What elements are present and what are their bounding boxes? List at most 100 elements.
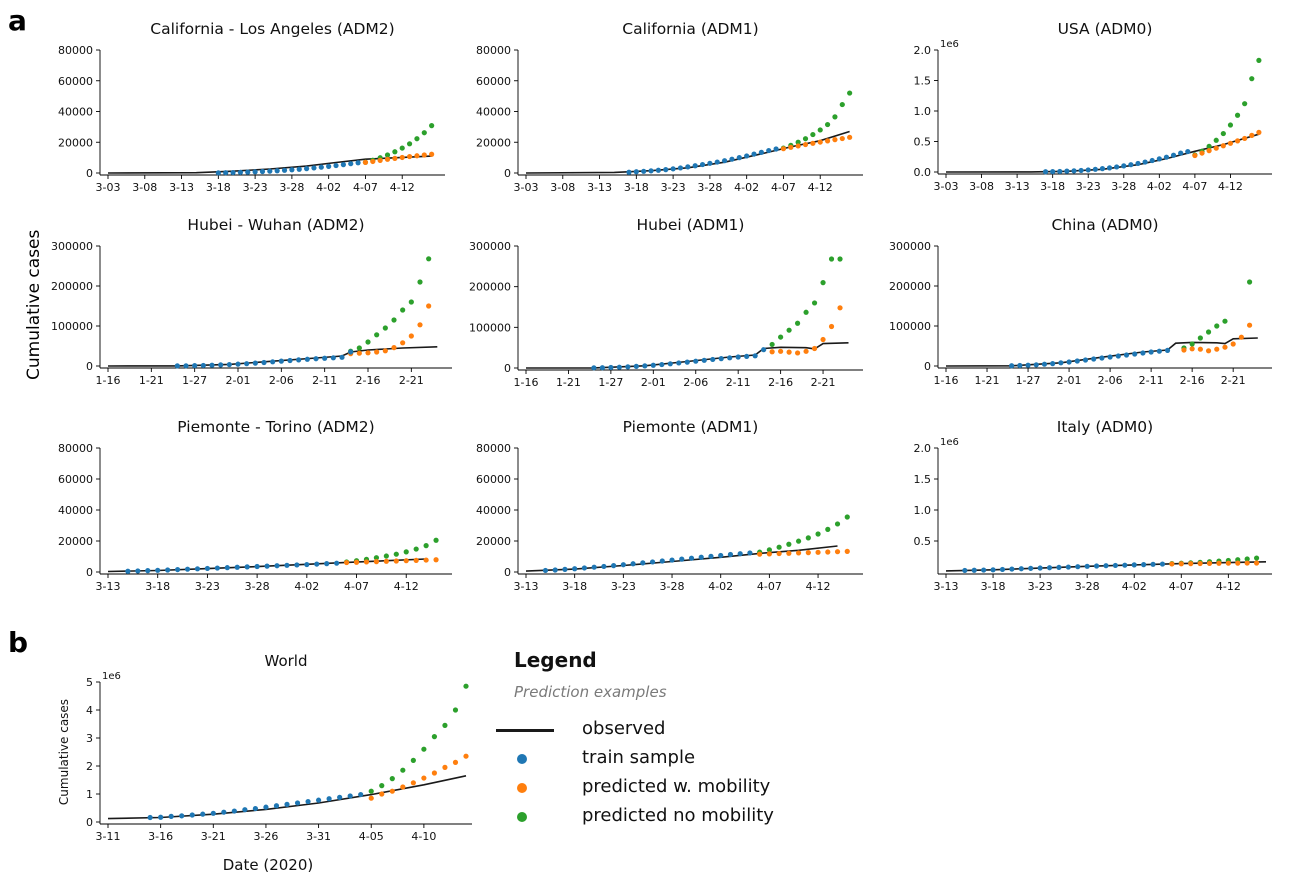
chart-5: Hubei (ADM1) 0 100000 200000 300000 1-16 1-21 1…	[469, 216, 863, 389]
train-point	[1107, 354, 1113, 360]
pred-no-mobility-point	[442, 722, 448, 729]
pred-no-mobility-point	[1244, 556, 1250, 562]
pred-no-mobility-point	[426, 256, 432, 262]
x-tick-label: 3-08	[132, 181, 157, 194]
pred-no-mobility-point	[383, 553, 389, 559]
pred-mobility-point	[766, 551, 772, 557]
observed-line	[107, 155, 432, 174]
pred-mobility-point	[1242, 135, 1248, 142]
train-point	[552, 567, 558, 573]
pred-mobility-point	[815, 549, 821, 555]
y-tick-label: 0	[86, 816, 93, 829]
pred-mobility-point	[1244, 560, 1250, 566]
train-point	[242, 807, 248, 813]
pred-mobility-point	[1199, 150, 1205, 156]
train-point	[562, 566, 568, 572]
pred-mobility-point	[805, 550, 811, 556]
pred-mobility-point	[844, 548, 850, 554]
train-point	[1058, 360, 1064, 366]
pred-mobility-point	[379, 791, 385, 797]
pred-no-mobility-point	[374, 332, 380, 338]
y-tick-label: 0	[504, 362, 511, 375]
pred-no-mobility-point	[1189, 341, 1195, 347]
pred-mobility-point	[463, 753, 469, 759]
train-point	[999, 566, 1006, 573]
pred-no-mobility-point	[795, 538, 802, 544]
train-point	[254, 563, 260, 570]
train-point	[714, 159, 720, 165]
train-point	[599, 365, 605, 371]
x-tick-label: 2-16	[768, 376, 793, 389]
y-tick-label: 2.0	[914, 442, 932, 455]
pred-no-mobility-point	[824, 121, 831, 128]
train-point	[1140, 350, 1146, 356]
legend-item-observed: observed	[496, 718, 826, 742]
chart-3: USA (ADM0) 0.0 0.5 1.0 1.5 2.0 1e6 3-03 3-08 3-13…	[914, 20, 1272, 193]
pred-mobility-point	[421, 775, 427, 781]
train-point	[601, 563, 607, 570]
train-point	[1103, 563, 1109, 569]
train-point	[304, 561, 310, 568]
y-tick-label: 1.5	[914, 473, 932, 486]
pred-mobility-point	[413, 557, 419, 563]
train-point	[200, 362, 206, 369]
train-point	[718, 552, 724, 559]
train-point	[1121, 163, 1127, 169]
train-point	[736, 155, 742, 161]
train-point	[287, 357, 293, 364]
pred-mobility-point	[1188, 561, 1194, 567]
pred-no-mobility-point	[778, 334, 784, 340]
pred-no-mobility-point	[786, 327, 792, 333]
train-point	[315, 797, 322, 803]
pred-mobility-point	[757, 551, 763, 557]
pred-no-mobility-point	[1205, 329, 1212, 335]
x-tick-label: 1-21	[556, 376, 581, 389]
x-tick-label: 2-06	[269, 374, 294, 387]
train-point	[1150, 561, 1156, 567]
pred-mobility-point	[1216, 560, 1222, 566]
pred-no-mobility-point	[811, 300, 818, 306]
chart-6: China (ADM0) 0 100000 200000 300000 1-16 1-21 1…	[889, 216, 1272, 387]
pred-no-mobility-point	[795, 139, 801, 145]
train-point	[710, 356, 716, 363]
chart-title: World	[265, 652, 308, 670]
train-point	[971, 567, 977, 573]
train-point	[274, 168, 280, 174]
pred-no-mobility-point	[365, 339, 371, 345]
pred-mobility-point	[406, 153, 413, 160]
x-tick-label: 3-28	[1075, 580, 1100, 593]
train-point	[1066, 359, 1072, 365]
train-point	[235, 361, 241, 367]
train-point	[735, 354, 741, 360]
y-tick-label: 80000	[58, 442, 93, 455]
x-tick-label: 3-03	[96, 181, 121, 194]
x-tick-label: 4-12	[1216, 580, 1241, 593]
train-point	[337, 794, 343, 800]
train-point	[608, 364, 614, 371]
pred-mobility-point	[824, 138, 831, 144]
train-point	[1056, 564, 1062, 571]
pred-no-mobility-point	[433, 537, 439, 543]
pred-mobility-point	[1225, 560, 1231, 566]
x-tick-label: 3-03	[514, 181, 539, 194]
x-tick-label: 3-23	[611, 580, 636, 593]
y-tick-label: 0	[86, 360, 93, 373]
train-point	[273, 803, 280, 809]
pred-no-mobility-point	[368, 788, 374, 794]
train-point	[626, 169, 632, 175]
train-point	[1185, 148, 1191, 155]
x-tick-label: 3-18	[206, 181, 231, 194]
pred-no-mobility-point	[393, 551, 399, 557]
pred-mobility-point	[1181, 347, 1187, 353]
x-tick-label: 3-13	[587, 181, 612, 194]
pred-mobility-point	[368, 795, 374, 801]
pred-mobility-point	[1234, 138, 1241, 144]
pred-no-mobility-point	[413, 546, 419, 552]
pred-no-mobility-point	[828, 256, 835, 262]
y-tick-label: 20000	[476, 535, 511, 548]
pred-no-mobility-point	[820, 280, 826, 286]
chart-4: Hubei - Wuhan (ADM2) 0 100000 200000 300000 1…	[51, 216, 452, 387]
y-tick-label: 60000	[476, 75, 511, 88]
train-point	[1065, 564, 1071, 570]
